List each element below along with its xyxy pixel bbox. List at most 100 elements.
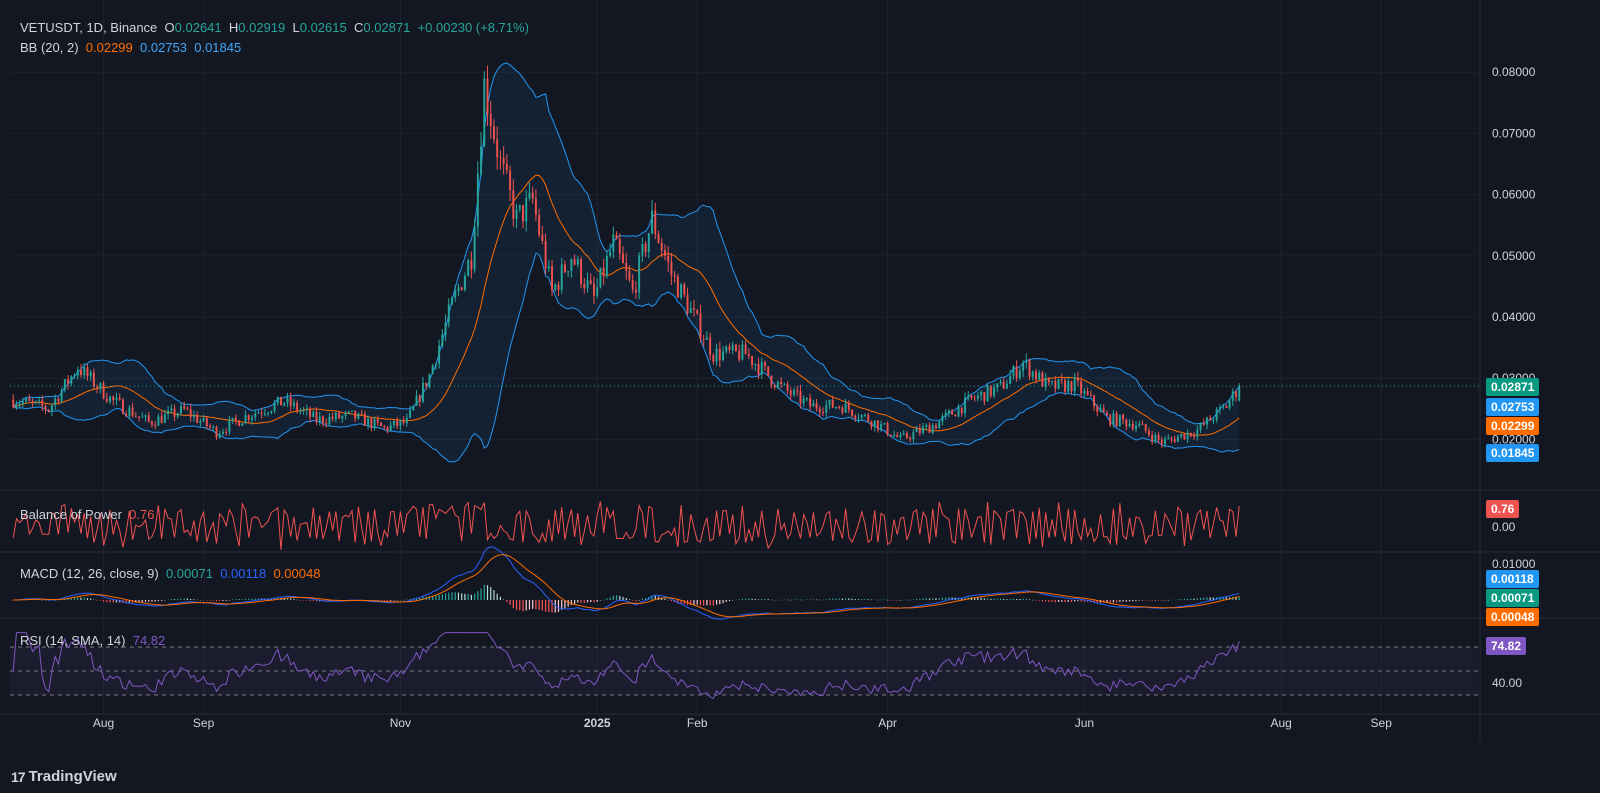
- candle-body: [270, 410, 273, 413]
- candle-body: [980, 392, 983, 396]
- macd-hist-bar: [661, 597, 663, 600]
- candle-body: [964, 397, 966, 414]
- candle-body: [34, 401, 37, 403]
- candle-body: [1067, 381, 1070, 392]
- candle-body: [309, 409, 312, 417]
- macd-hist-bar: [832, 598, 834, 600]
- candle-body: [1218, 407, 1221, 410]
- candle-body: [628, 270, 631, 280]
- macd-hist-bar: [228, 600, 230, 601]
- macd-hist-bar: [1048, 600, 1050, 602]
- candle-body: [931, 425, 934, 433]
- macd-hist-bar: [509, 600, 511, 605]
- candle-body: [1154, 434, 1157, 442]
- candle-body: [541, 234, 544, 241]
- macd-hist-bar: [1183, 599, 1185, 600]
- candle-body: [376, 419, 379, 423]
- candle-body: [205, 417, 208, 427]
- candle-body: [128, 407, 131, 416]
- candle-body: [192, 414, 195, 417]
- macd-hist-bar: [1051, 600, 1053, 602]
- macd-hist-bar: [641, 598, 643, 600]
- macd-hist-bar: [1141, 600, 1144, 601]
- tradingview-logo[interactable]: 17 TradingView: [11, 768, 117, 785]
- candle-body: [325, 422, 328, 424]
- candle-body: [1209, 417, 1212, 421]
- candle-body: [209, 426, 212, 428]
- candle-body: [873, 420, 876, 428]
- candle-body: [1138, 423, 1141, 426]
- macd-hist-bar: [783, 599, 785, 601]
- candle-body: [641, 243, 644, 256]
- candle-body: [1199, 423, 1202, 430]
- candle-body: [522, 205, 524, 222]
- macd-name: MACD (12, 26, close, 9): [20, 566, 159, 581]
- rsi-band-fill: [10, 647, 1478, 695]
- candle-body: [470, 260, 473, 270]
- candle-body: [263, 413, 266, 415]
- macd-hist-bar: [577, 600, 579, 603]
- candle-body: [831, 399, 834, 408]
- macd-hist-bar: [638, 600, 640, 601]
- macd-hist-bar: [1122, 600, 1124, 602]
- time-tick-label: Sep: [193, 716, 215, 730]
- bb-basis-tag: 0.02299: [1486, 417, 1540, 435]
- candle-body: [864, 414, 866, 416]
- tradingview-logo-icon: 17: [11, 768, 26, 785]
- macd-hist-bar: [735, 599, 737, 601]
- candle-body: [1015, 366, 1018, 378]
- candle-body: [196, 414, 199, 423]
- candle-body: [473, 227, 476, 270]
- candle-body: [234, 417, 237, 421]
- candle-body: [889, 434, 892, 437]
- macd-hist-bar: [1022, 598, 1024, 600]
- candle-body: [747, 354, 750, 357]
- macd-hist-bar: [377, 600, 379, 601]
- macd-hist-bar: [38, 599, 40, 601]
- candle-body: [109, 396, 111, 402]
- candle-body: [76, 370, 79, 376]
- bb-basis-line: [13, 174, 1240, 436]
- macd-hist-bar: [1132, 600, 1134, 602]
- macd-hist-bar: [551, 600, 553, 613]
- candle-body: [854, 415, 857, 419]
- candle-body: [828, 399, 831, 406]
- close-value: 0.02871: [363, 20, 411, 35]
- macd-hist-bar: [751, 598, 753, 600]
- candle-body: [812, 403, 815, 407]
- candle-body: [880, 424, 883, 430]
- candle-body: [112, 396, 115, 401]
- macd-hist-bar: [515, 600, 518, 610]
- candle-body: [1060, 379, 1063, 381]
- candle-body: [231, 417, 234, 421]
- macd-hist-bar: [1151, 600, 1153, 601]
- candle-body: [1206, 417, 1208, 425]
- candle-body: [38, 400, 41, 402]
- macd-hist-bar: [461, 593, 463, 600]
- candle-body: [631, 279, 634, 290]
- bop-tag: 0.76: [1486, 500, 1520, 518]
- bb-lower-tag: 0.01845: [1486, 444, 1540, 462]
- macd-hist-bar: [586, 600, 589, 603]
- macd-hist-bar: [883, 599, 885, 600]
- candle-body: [534, 198, 537, 215]
- rsi-legend: RSI (14, SMA, 14) 74.82: [20, 633, 165, 648]
- candle-body: [28, 398, 31, 401]
- bb-legend: BB (20, 2) 0.02299 0.02753 0.01845: [20, 40, 241, 55]
- macd-hist-bar: [1009, 598, 1011, 600]
- candle-body: [1151, 434, 1154, 442]
- macd-hist-bar: [1164, 600, 1166, 601]
- candle-body: [1025, 360, 1028, 363]
- candle-body: [15, 404, 18, 407]
- macd-hist-bar: [409, 598, 411, 600]
- macd-hist-bar: [1116, 600, 1118, 603]
- candle-body: [805, 398, 808, 400]
- candle-body: [344, 412, 347, 416]
- candle-body: [838, 406, 841, 408]
- candle-body: [667, 255, 670, 262]
- macd-hist-bar: [1045, 600, 1047, 602]
- candle-body: [499, 157, 502, 159]
- candle-body: [183, 405, 186, 409]
- candle-body: [512, 190, 515, 219]
